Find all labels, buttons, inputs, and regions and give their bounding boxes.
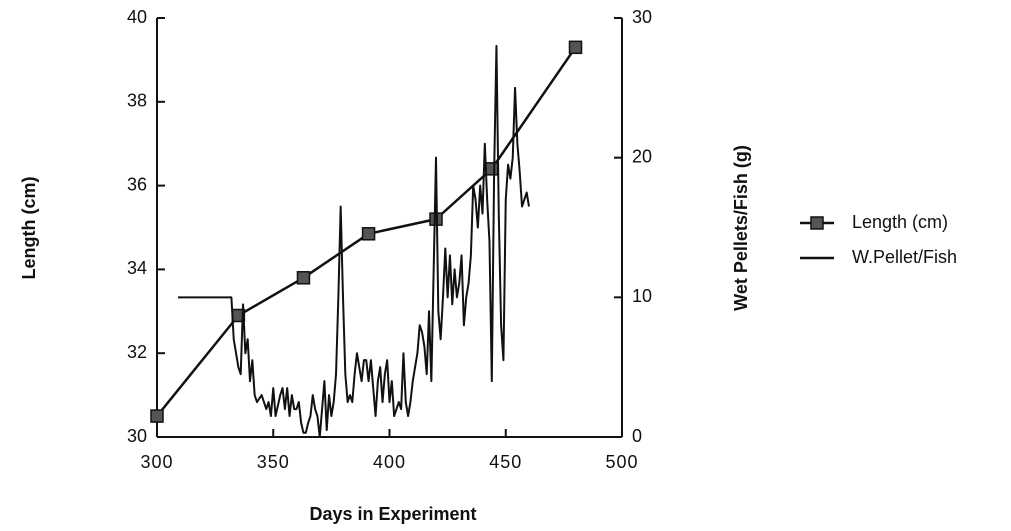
y-tick-label: 38 xyxy=(127,91,147,111)
y2-tick-label: 10 xyxy=(632,286,652,306)
x-tick-label: 400 xyxy=(373,452,406,472)
x-tick-label: 500 xyxy=(605,452,638,472)
legend-label: Length (cm) xyxy=(852,212,948,232)
y-tick-label: 30 xyxy=(127,426,147,446)
x-tick-label: 350 xyxy=(257,452,290,472)
x-tick-label: 450 xyxy=(489,452,522,472)
marker xyxy=(361,227,376,241)
y2-axis-label: Wet Pellets/Fish (g) xyxy=(731,145,751,311)
y-tick-label: 32 xyxy=(127,342,147,362)
marker xyxy=(568,40,583,55)
y-axis-label: Length (cm) xyxy=(19,177,39,280)
marker xyxy=(150,409,164,423)
x-tick-label: 300 xyxy=(140,452,173,472)
y-tick-label: 40 xyxy=(127,7,147,27)
y2-tick-label: 30 xyxy=(632,7,652,27)
legend-marker xyxy=(810,216,824,230)
y-tick-label: 36 xyxy=(127,174,147,194)
y-tick-label: 34 xyxy=(127,258,147,278)
legend-label: W.Pellet/Fish xyxy=(852,247,957,267)
y2-tick-label: 0 xyxy=(632,426,642,446)
series-line xyxy=(177,44,530,438)
marker xyxy=(296,271,311,285)
y2-tick-label: 20 xyxy=(632,146,652,166)
marker xyxy=(485,162,499,176)
x-axis-label: Days in Experiment xyxy=(309,504,476,524)
